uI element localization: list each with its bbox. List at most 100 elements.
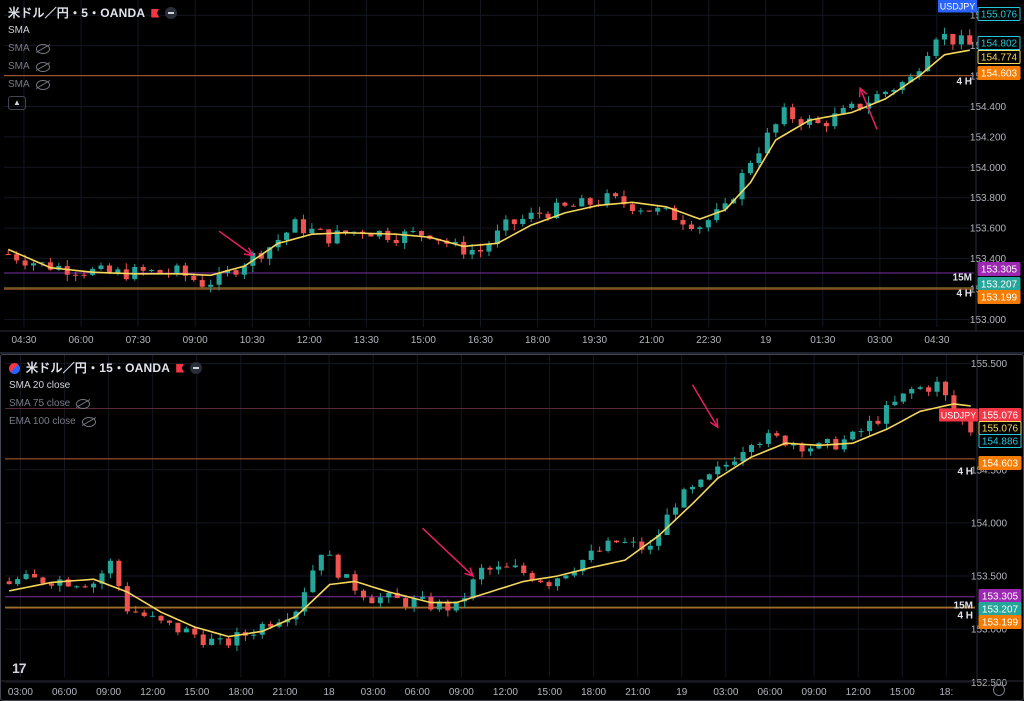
indicator-label[interactable]: SMA 75 close xyxy=(9,398,71,409)
candle-body xyxy=(310,570,316,593)
eye-hidden-icon[interactable] xyxy=(35,62,50,72)
candle-body xyxy=(630,541,636,543)
candle-body xyxy=(64,266,70,275)
x-tick-label: 10:30 xyxy=(240,335,265,346)
eye-hidden-icon[interactable] xyxy=(35,44,50,54)
indicator-label[interactable]: SMA xyxy=(8,25,30,36)
eye-hidden-icon[interactable] xyxy=(35,80,50,90)
candle-body xyxy=(942,381,949,396)
candle-body xyxy=(225,638,232,646)
x-tick-label: 12:00 xyxy=(493,687,518,698)
candle-body xyxy=(579,198,585,207)
price-tag-label: 155.076 xyxy=(982,424,1019,435)
indicator-label[interactable]: SMA xyxy=(8,61,30,72)
settings-icon[interactable] xyxy=(993,684,1005,696)
candle-body xyxy=(562,202,568,206)
symbol-title[interactable]: 米ドル／円・5・OANDA xyxy=(8,6,146,20)
currency-flag-icon xyxy=(9,362,20,374)
candle-body xyxy=(917,387,923,389)
chevron-up-icon[interactable]: ▲ xyxy=(8,96,26,110)
price-tag-label: 154.603 xyxy=(981,69,1018,80)
candle-body xyxy=(722,203,728,210)
candle-body xyxy=(747,162,754,174)
y-tick-label: 154.000 xyxy=(971,518,1008,529)
x-tick-label: 18: xyxy=(939,687,953,698)
x-tick-label: 06:00 xyxy=(757,687,782,698)
candle-body xyxy=(757,443,763,446)
y-tick-label: 153.000 xyxy=(971,625,1008,636)
symbol-title[interactable]: 米ドル／円・15・OANDA xyxy=(26,361,171,375)
candle-body xyxy=(22,260,28,266)
pane-divider[interactable] xyxy=(0,352,1024,354)
candle-body xyxy=(570,205,576,207)
candle-body xyxy=(436,601,442,610)
candle-body xyxy=(840,107,846,114)
candle-body xyxy=(867,420,873,432)
candle-body xyxy=(715,466,721,475)
price-tag xyxy=(977,262,1021,276)
candle-body xyxy=(208,284,214,287)
eye-hidden-icon[interactable] xyxy=(76,399,91,409)
candle-body xyxy=(815,118,821,124)
indicator-label[interactable]: SMA 20 close xyxy=(9,380,71,391)
x-tick-label: 07:30 xyxy=(126,335,151,346)
candle-body xyxy=(748,445,755,453)
chart-pane-15min[interactable]: 03:00 06:00 09:00 12:00 15:00 18:00 21:00 18 03:… xyxy=(0,354,1024,701)
candle-body xyxy=(39,262,45,264)
candle-body xyxy=(402,231,408,243)
x-tick-label: 13:30 xyxy=(354,335,379,346)
candle-body xyxy=(98,265,104,269)
x-tick-label: 21:00 xyxy=(625,687,650,698)
legend-15min: 米ドル／円・15・OANDA SMA 20 close SMA 75 close… xyxy=(9,359,203,431)
candle-body xyxy=(528,212,534,219)
indicator-label[interactable]: SMA xyxy=(8,43,30,54)
indicator-label[interactable]: SMA xyxy=(8,79,30,90)
flag-icon[interactable] xyxy=(176,363,185,373)
candle-body xyxy=(688,224,694,229)
x-tick-label: 12:00 xyxy=(140,687,165,698)
x-tick-label: 19:30 xyxy=(582,335,607,346)
candle-body xyxy=(309,228,315,234)
candle-body xyxy=(925,55,931,72)
legend-5min: 米ドル／円・5・OANDA SMA SMA SMA SMA ▲ xyxy=(8,4,178,112)
candle-body xyxy=(941,33,948,40)
candle-body xyxy=(850,431,856,440)
price-tag-label: 155.076 xyxy=(982,411,1019,422)
symbol-tag xyxy=(939,408,978,422)
candle-body xyxy=(334,230,340,244)
candle-body xyxy=(174,265,180,274)
candle-body xyxy=(764,132,770,154)
price-chart-15min[interactable]: 03:00 06:00 09:00 12:00 15:00 18:00 21:00 18 03:… xyxy=(1,355,1024,701)
eye-hidden-icon[interactable] xyxy=(81,417,96,427)
x-tick-label: 12:00 xyxy=(846,687,871,698)
x-tick-label: 04:30 xyxy=(11,335,36,346)
indicator-label[interactable]: EMA 100 close xyxy=(9,416,76,427)
x-tick-label: 09:00 xyxy=(449,687,474,698)
candle-body xyxy=(681,489,687,508)
x-tick-label: 03:00 xyxy=(361,687,386,698)
candle-body xyxy=(91,583,97,588)
candle-body xyxy=(790,107,796,120)
x-tick-label: 15:00 xyxy=(411,335,436,346)
candle-body xyxy=(6,581,12,585)
candle-body xyxy=(386,592,392,598)
candle-body xyxy=(216,272,222,285)
candle-body xyxy=(538,580,544,583)
x-tick-label: 03:00 xyxy=(8,687,33,698)
candle-body xyxy=(149,269,155,271)
chart-pane-5min[interactable]: 04:30 06:00 07:30 09:00 10:30 12:00 13:30 15:00… xyxy=(0,0,1024,352)
minus-icon[interactable] xyxy=(190,362,203,374)
minus-icon[interactable] xyxy=(165,7,178,19)
candle-body xyxy=(453,601,459,611)
price-tag-label: 155.076 xyxy=(981,10,1018,21)
candle-body xyxy=(511,219,517,225)
candle-body xyxy=(495,566,501,570)
level-line-label: 4 H xyxy=(956,289,972,300)
flag-icon[interactable] xyxy=(151,8,160,18)
candle-body xyxy=(537,212,543,214)
level-line-label: 4 H xyxy=(957,467,973,478)
candle-body xyxy=(563,575,569,579)
candle-body xyxy=(268,623,274,627)
tradingview-logo[interactable]: 17 xyxy=(12,660,27,676)
candle-body xyxy=(486,244,492,252)
